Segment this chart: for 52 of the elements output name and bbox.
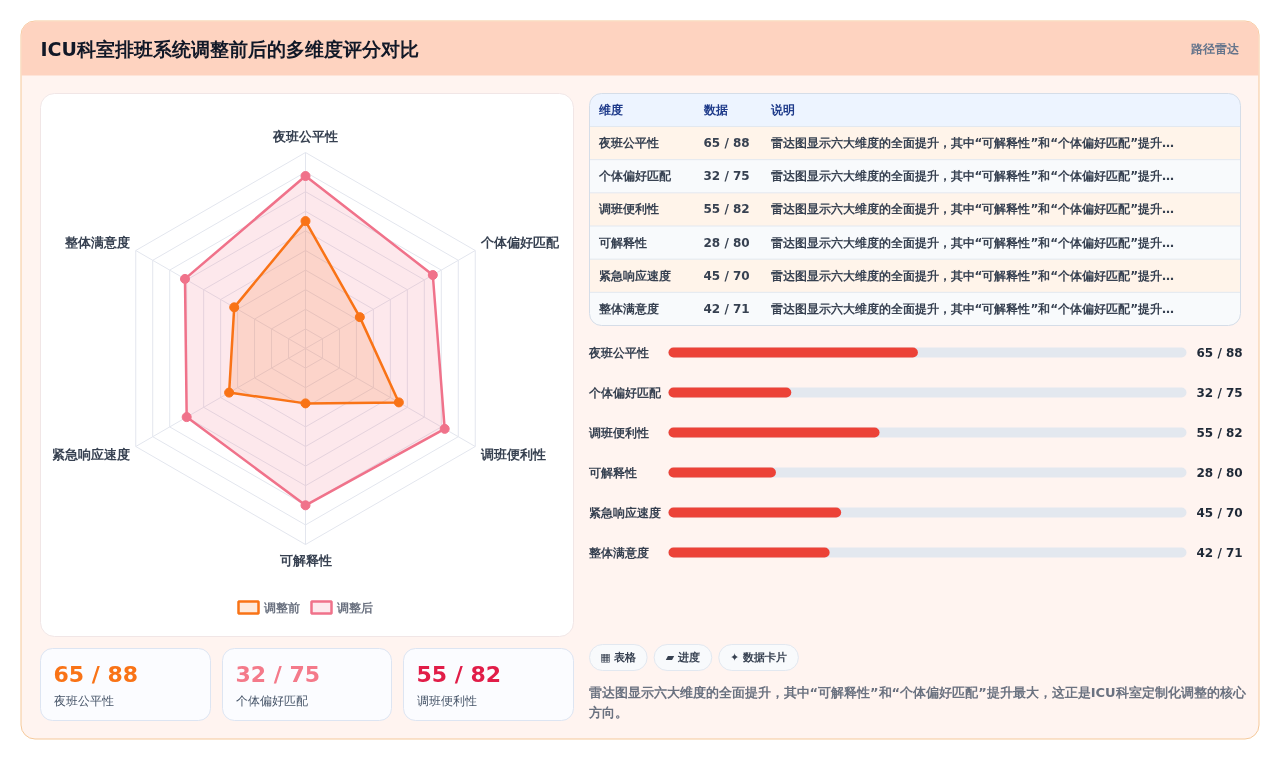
text: 55 / 82 bbox=[416, 662, 502, 687]
data-label: 28 / 80 bbox=[1196, 465, 1243, 480]
y-tick-label: 调班便利性 bbox=[587, 425, 649, 440]
category-label: 数据 bbox=[702, 103, 728, 117]
data-label: 65 / 88 bbox=[1196, 345, 1243, 360]
bar bbox=[668, 387, 792, 398]
spoke-label: 整体满意度 bbox=[63, 235, 130, 250]
category-label: 维度 bbox=[597, 103, 623, 117]
data-label: 45 / 70 bbox=[1196, 505, 1243, 520]
text: 路径雷达 bbox=[1189, 41, 1240, 56]
bar bbox=[668, 467, 776, 478]
y-tick-label: 紧急响应速度 bbox=[588, 505, 661, 520]
bar bbox=[668, 547, 830, 558]
y-tick-label: 整体满意度 bbox=[587, 545, 649, 560]
spoke-label: 夜班公平性 bbox=[272, 129, 338, 144]
text: 雷达图显示六大维度的全面提升，其中“可解释性”和“个体偏好匹配”提升… bbox=[770, 136, 1175, 151]
y-tick-label: 可解释性 bbox=[587, 465, 637, 480]
text: 42 / 71 bbox=[703, 301, 750, 316]
data-label: 42 / 71 bbox=[1196, 545, 1243, 560]
spoke-label: 可解释性 bbox=[278, 553, 332, 568]
text: 45 / 70 bbox=[703, 268, 750, 283]
category-label: 说明 bbox=[769, 103, 795, 117]
category-label: 个体偏好匹配 bbox=[235, 693, 308, 708]
data-label: 55 / 82 bbox=[1196, 425, 1243, 440]
text: 雷达图显示六大维度的全面提升，其中“可解释性”和“个体偏好匹配”提升最大，这正是ICU科室定制化调整的核心方向。 bbox=[587, 685, 1247, 720]
data-label: 32 / 75 bbox=[1196, 385, 1243, 400]
text: 雷达图显示六大维度的全面提升，其中“可解释性”和“个体偏好匹配”提升… bbox=[770, 202, 1175, 217]
category-label: ▦ 表格 bbox=[600, 651, 638, 664]
text: 28 / 80 bbox=[703, 235, 750, 250]
text: 65 / 88 bbox=[53, 662, 139, 687]
category-label: ▰ 进度 bbox=[665, 651, 701, 664]
text: 雷达图显示六大维度的全面提升，其中“可解释性”和“个体偏好匹配”提升… bbox=[770, 235, 1175, 250]
text: 32 / 75 bbox=[703, 169, 750, 184]
text: ICU科室排班系统调整前后的多维度评分对比 bbox=[40, 37, 419, 60]
text: 65 / 88 bbox=[703, 136, 750, 151]
category-label: 调班便利性 bbox=[416, 693, 477, 708]
text: 雷达图显示六大维度的全面提升，其中“可解释性”和“个体偏好匹配”提升… bbox=[770, 301, 1175, 316]
y-tick-label: 夜班公平性 bbox=[587, 345, 649, 360]
text: 55 / 82 bbox=[703, 202, 750, 217]
spoke-label: 个体偏好匹配 bbox=[480, 235, 561, 250]
y-tick-label: 个体偏好匹配 bbox=[587, 385, 662, 400]
text: 紧急响应速度 bbox=[598, 268, 671, 283]
category-label: ✦ 数据卡片 bbox=[730, 651, 788, 664]
category-label: 夜班公平性 bbox=[53, 693, 114, 708]
text: 雷达图显示六大维度的全面提升，其中“可解释性”和“个体偏好匹配”提升… bbox=[770, 169, 1175, 184]
legend-label: 调整前 bbox=[262, 600, 300, 615]
spoke-label: 调班便利性 bbox=[480, 447, 547, 462]
text: 个体偏好匹配 bbox=[597, 169, 672, 184]
spoke-label: 紧急响应速度 bbox=[51, 447, 130, 462]
text: 雷达图显示六大维度的全面提升，其中“可解释性”和“个体偏好匹配”提升… bbox=[770, 268, 1175, 283]
legend-label: 调整后 bbox=[335, 600, 373, 615]
text: 32 / 75 bbox=[235, 662, 321, 687]
